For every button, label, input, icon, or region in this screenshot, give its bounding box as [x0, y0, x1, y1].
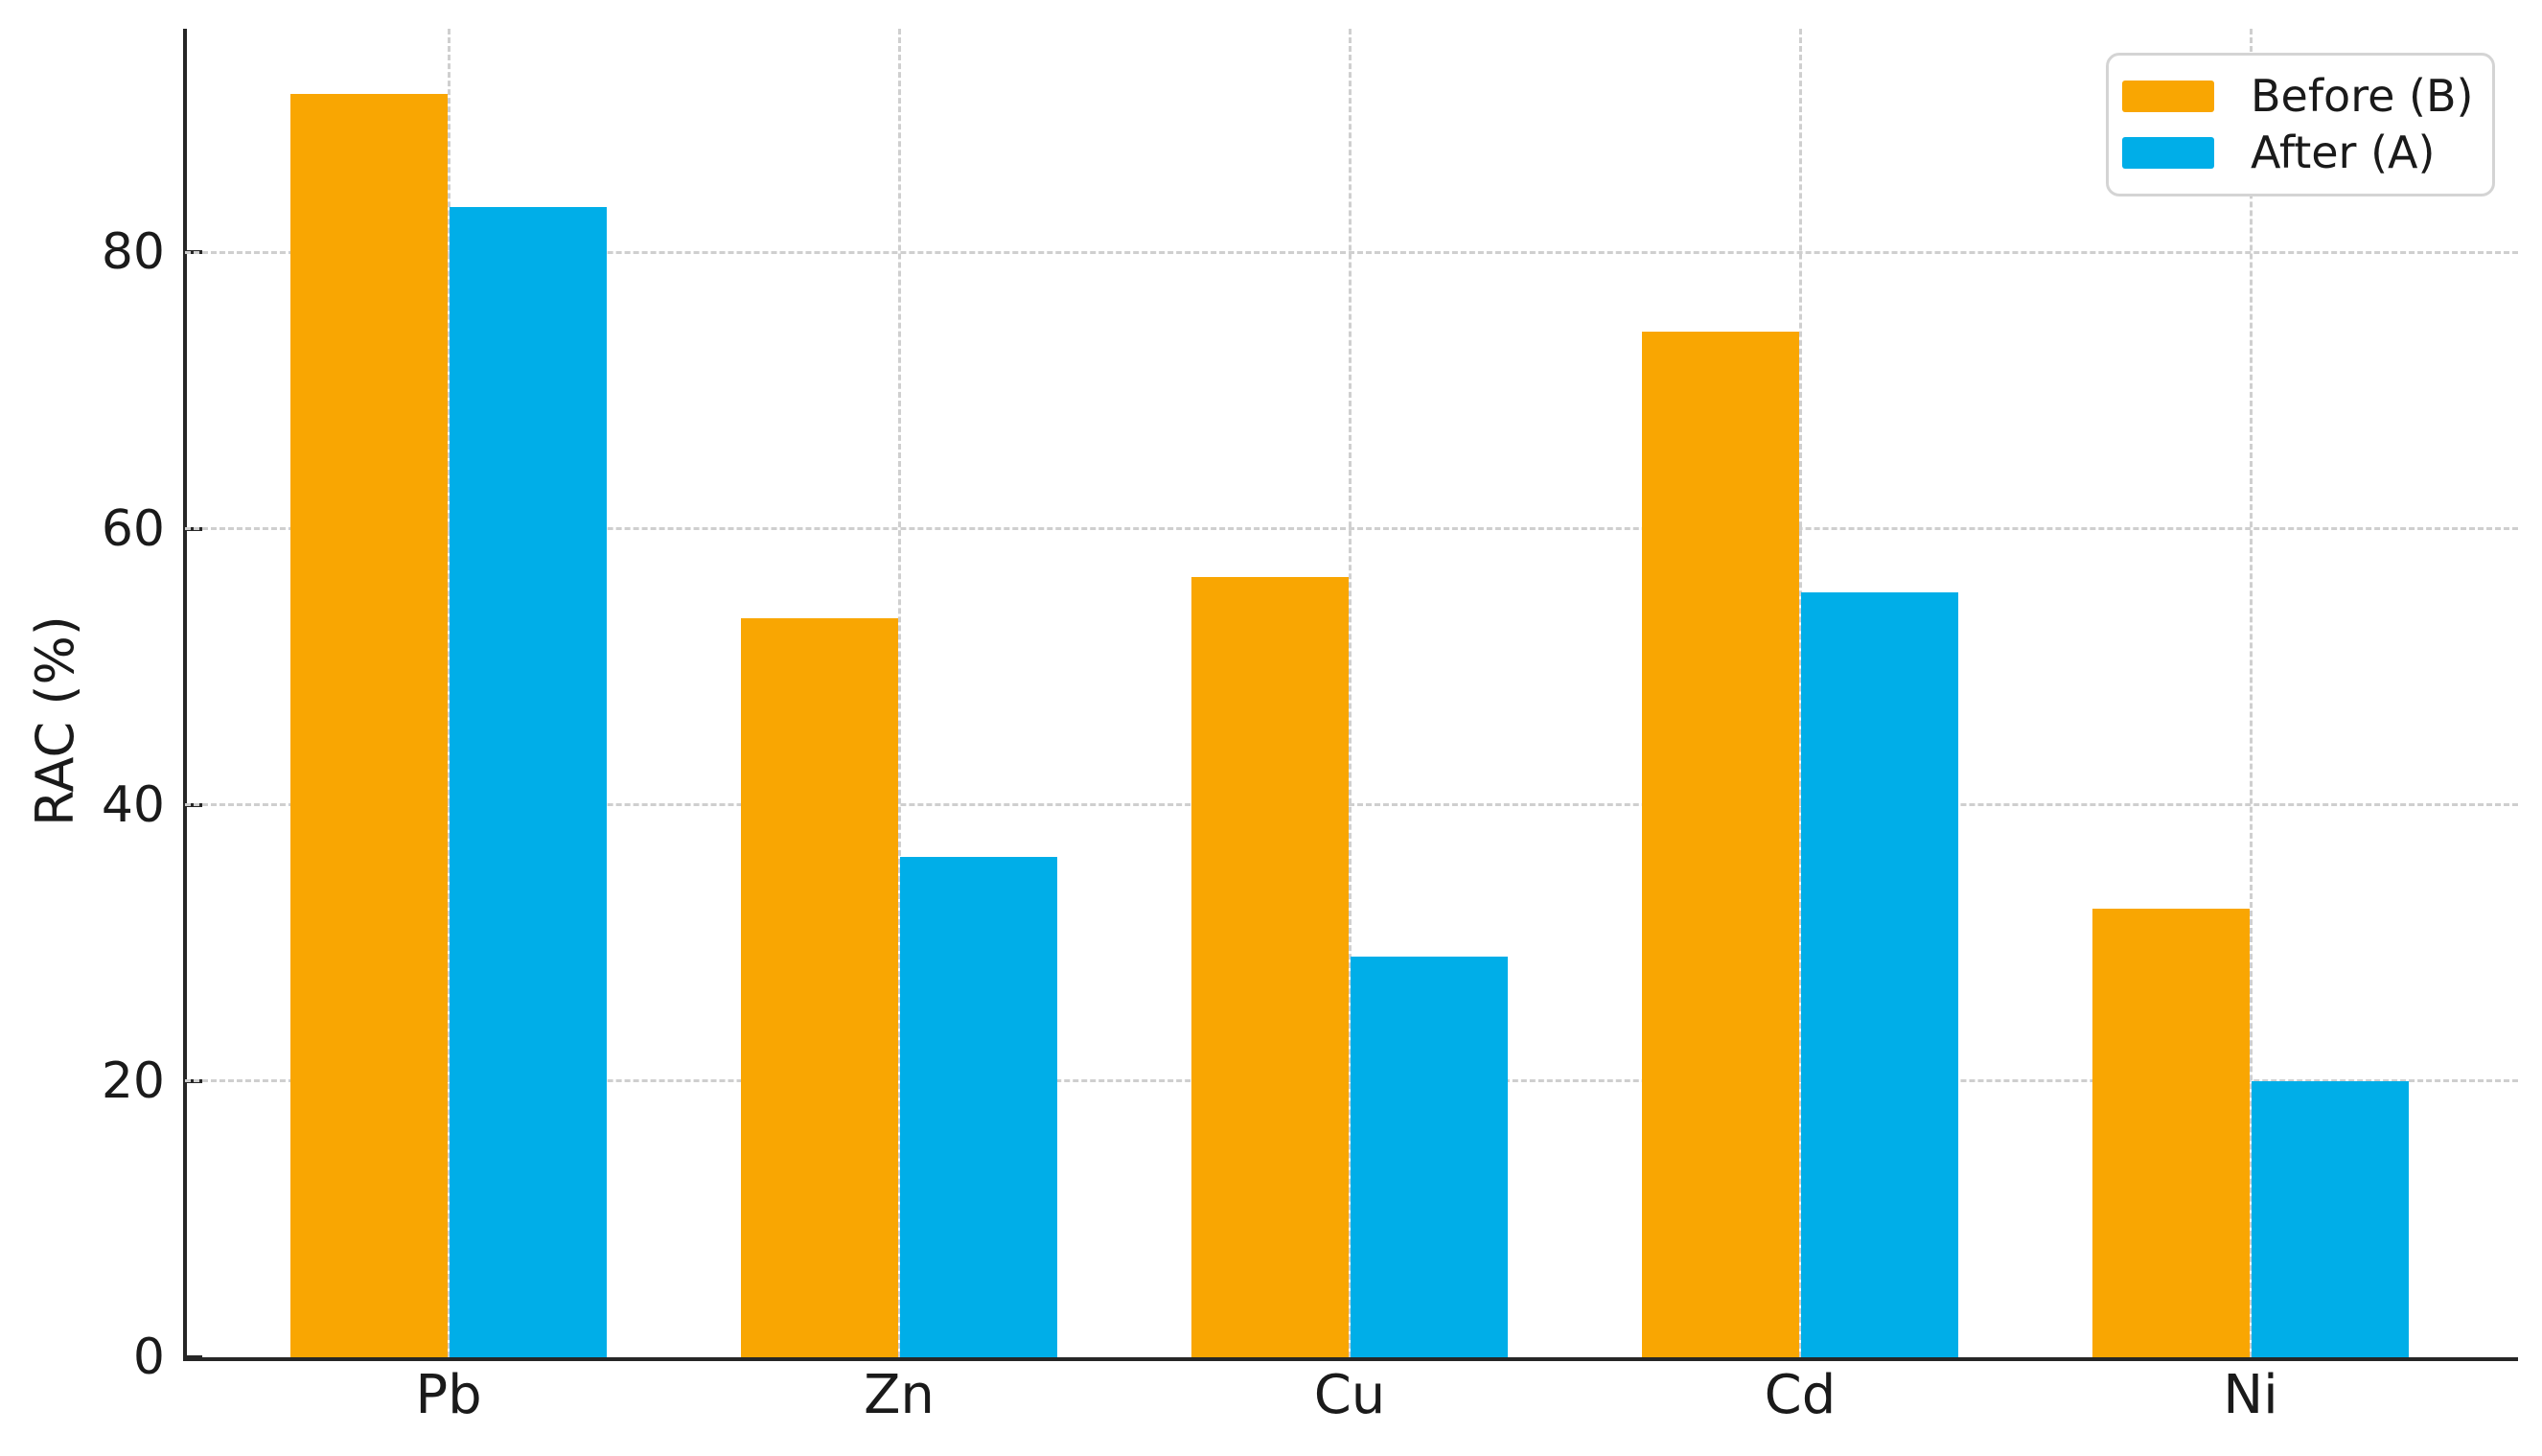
legend-swatch [2122, 81, 2214, 112]
x-tick-label: Pb [415, 1364, 482, 1426]
y-tick-label: 20 [101, 1052, 165, 1110]
y-tick-label: 0 [132, 1329, 165, 1386]
y-gridline [185, 803, 2518, 807]
bar-cu-before [1191, 576, 1349, 1357]
bar-cd-before [1642, 331, 1799, 1357]
x-gridline [2249, 29, 2253, 1357]
x-axis-spine [183, 1357, 2518, 1361]
bar-zn-before [741, 618, 898, 1357]
x-tick-label: Cu [1313, 1364, 1386, 1426]
plot-area [185, 29, 2518, 1357]
bar-pb-after [450, 206, 607, 1357]
y-tick-label: 40 [101, 775, 165, 834]
x-tick-label: Zn [864, 1364, 935, 1426]
x-tick-label: Cd [1764, 1364, 1837, 1426]
legend: Before (B) After (A) [2106, 53, 2495, 196]
bar-zn-after [900, 857, 1057, 1357]
y-gridline [185, 250, 2518, 254]
x-gridline [1348, 29, 1352, 1357]
bar-cu-after [1351, 957, 1508, 1357]
x-gridline [897, 29, 901, 1357]
bar-cd-after [1801, 591, 1958, 1357]
y-tick-label: 60 [101, 499, 165, 558]
y-tick-mark [187, 1355, 202, 1359]
x-tick-label: Ni [2223, 1364, 2278, 1426]
y-gridline [185, 527, 2518, 531]
legend-swatch [2122, 137, 2214, 169]
bar-ni-after [2252, 1080, 2409, 1357]
y-tick-label: 80 [101, 223, 165, 282]
legend-row: After (A) [2122, 127, 2473, 178]
y-axis-spine [183, 29, 187, 1361]
legend-label: Before (B) [2251, 70, 2474, 122]
x-gridline [447, 29, 451, 1357]
bar-ni-before [2092, 908, 2250, 1357]
legend-label: After (A) [2251, 127, 2436, 178]
x-gridline [1798, 29, 1802, 1357]
bar-pb-before [290, 93, 448, 1357]
legend-row: Before (B) [2122, 71, 2473, 122]
